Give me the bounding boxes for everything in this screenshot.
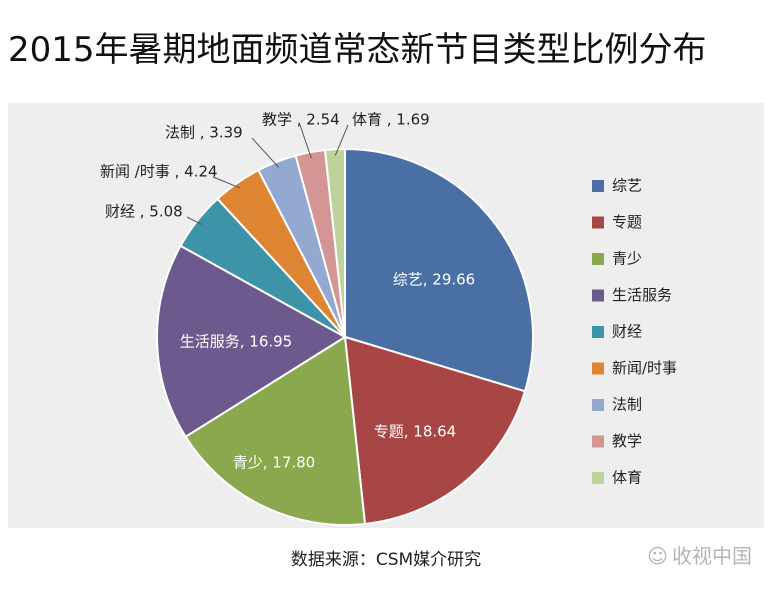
legend-swatch-0 <box>592 180 604 192</box>
legend-swatch-4 <box>592 326 604 338</box>
leader-line-7 <box>299 124 312 159</box>
slice-label-3: 生活服务, 16.95 <box>180 333 292 351</box>
leader-line-6 <box>251 137 280 168</box>
legend-label-2: 青少 <box>612 250 642 268</box>
slice-label-4: 财经 , 5.08 <box>105 203 183 221</box>
legend-label-5: 新闻/时事 <box>612 359 677 377</box>
legend-label-3: 生活服务 <box>612 286 672 304</box>
legend-label-6: 法制 <box>612 396 642 414</box>
slice-label-5: 新闻 /时事 , 4.24 <box>100 163 218 181</box>
slice-label-6: 法制 , 3.39 <box>165 124 243 142</box>
wechat-icon: ☺ <box>647 544 668 568</box>
pie-slice-2 <box>184 335 367 526</box>
slice-label-0: 综艺, 29.66 <box>393 271 475 289</box>
data-source: 数据来源：CSM媒介研究 <box>290 550 482 570</box>
legend-label-1: 专题 <box>612 213 642 231</box>
watermark-text: 收视中国 <box>672 544 752 568</box>
watermark: ☺ 收视中国 <box>647 540 752 569</box>
legend-swatch-8 <box>592 472 604 484</box>
legend-swatch-5 <box>592 362 604 375</box>
legend-label-8: 体育 <box>612 469 642 487</box>
legend-label-7: 教学 <box>612 432 642 450</box>
pie-slice-0 <box>344 147 534 393</box>
leader-line-8 <box>334 124 349 156</box>
legend-swatch-7 <box>592 435 604 448</box>
page-title: 2015年暑期地面频道常态新节目类型比例分布 <box>8 30 707 70</box>
legend-swatch-6 <box>592 399 604 411</box>
slice-label-7: 教学 , 2.54 <box>262 111 340 129</box>
slice-label-8: 体育 , 1.69 <box>352 111 430 129</box>
legend-swatch-2 <box>592 253 604 265</box>
slice-label-2: 青少, 17.80 <box>233 454 315 472</box>
slice-label-1: 专题, 18.64 <box>374 423 456 441</box>
legend-label-0: 综艺 <box>612 177 642 195</box>
legend-swatch-1 <box>592 216 604 229</box>
pie-slice-3 <box>156 244 347 439</box>
leader-line-5 <box>212 176 241 189</box>
leader-line-4 <box>186 216 203 226</box>
pie-slice-1 <box>343 335 527 526</box>
legend-swatch-3 <box>592 289 604 302</box>
pie-slice-8 <box>323 147 346 338</box>
legend-label-4: 财经 <box>612 323 642 341</box>
